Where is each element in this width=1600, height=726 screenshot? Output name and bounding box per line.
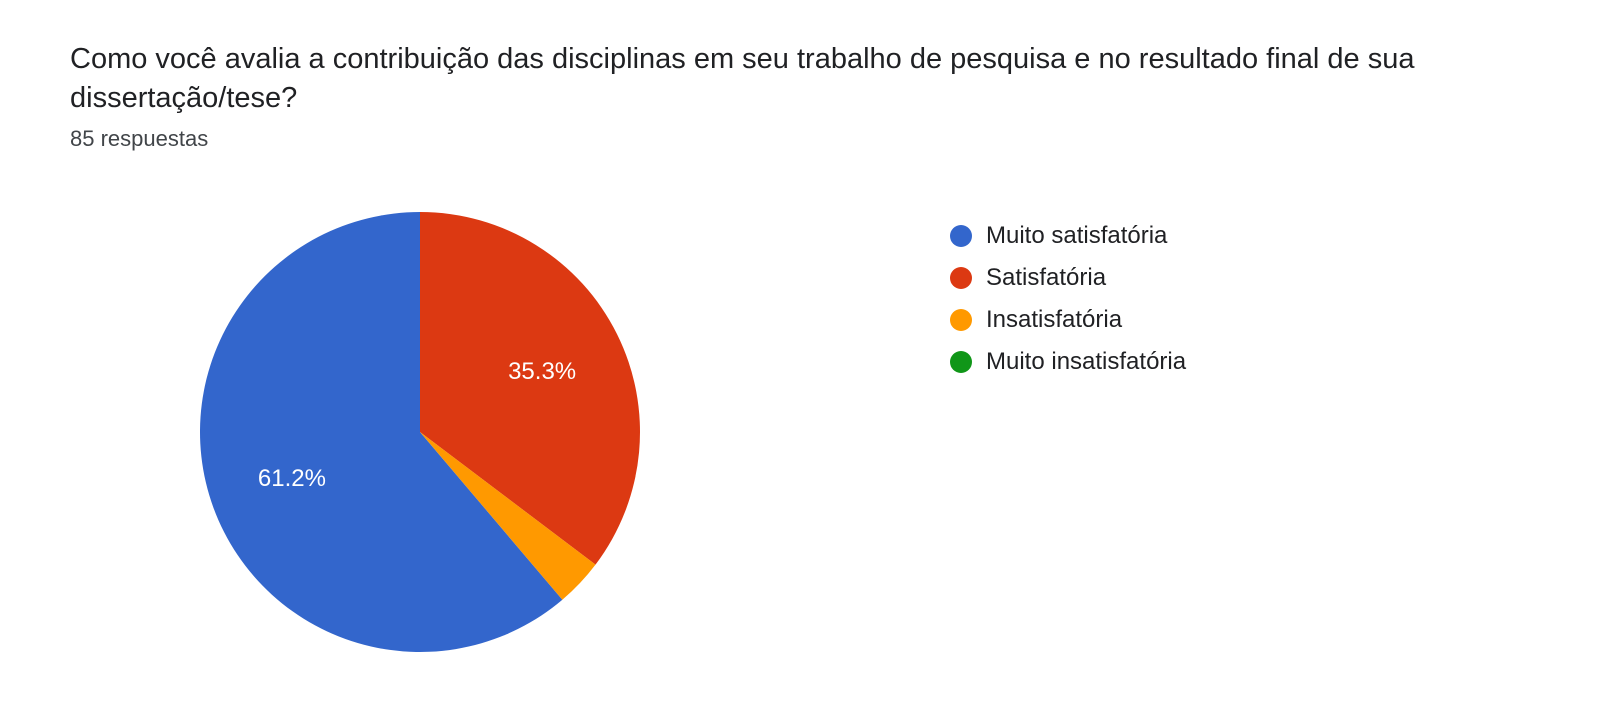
chart-title: Como você avalia a contribuição das disc…: [70, 40, 1530, 118]
legend-color-dot: [950, 351, 972, 373]
legend-item[interactable]: Muito satisfatória: [950, 222, 1186, 250]
legend-item[interactable]: Insatisfatória: [950, 306, 1186, 334]
chart-subtitle: 85 respuestas: [70, 126, 1530, 152]
legend-item[interactable]: Muito insatisfatória: [950, 348, 1186, 376]
legend-color-dot: [950, 267, 972, 289]
legend-item[interactable]: Satisfatória: [950, 264, 1186, 292]
legend: Muito satisfatória Satisfatória Insatisfat…: [770, 182, 1186, 390]
legend-color-dot: [950, 309, 972, 331]
pie-chart: 61.2% 35.3%: [70, 182, 770, 682]
legend-label: Insatisfatória: [986, 306, 1122, 334]
slice-percent-label: 61.2%: [258, 465, 326, 493]
chart-area: 61.2% 35.3% Muito satisfatória Satisfatóri…: [70, 182, 1530, 682]
slice-percent-label: 35.3%: [508, 358, 576, 386]
legend-label: Muito satisfatória: [986, 222, 1167, 250]
legend-label: Muito insatisfatória: [986, 348, 1186, 376]
legend-color-dot: [950, 225, 972, 247]
legend-label: Satisfatória: [986, 264, 1106, 292]
